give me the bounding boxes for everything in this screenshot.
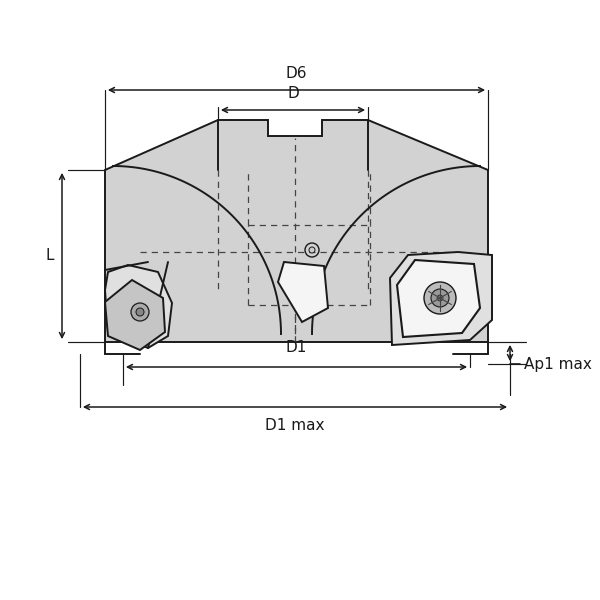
- Circle shape: [424, 282, 456, 314]
- Text: D1: D1: [286, 340, 307, 355]
- Circle shape: [431, 289, 449, 307]
- Text: L: L: [46, 248, 54, 263]
- Circle shape: [437, 295, 443, 301]
- Polygon shape: [397, 260, 480, 337]
- Circle shape: [309, 247, 315, 253]
- Circle shape: [136, 308, 144, 316]
- Text: D: D: [287, 86, 299, 101]
- Text: D1 max: D1 max: [265, 418, 325, 433]
- Circle shape: [131, 303, 149, 321]
- Polygon shape: [105, 265, 172, 348]
- Polygon shape: [105, 120, 488, 342]
- Text: D6: D6: [286, 66, 307, 81]
- Polygon shape: [390, 252, 492, 345]
- Polygon shape: [278, 262, 328, 322]
- Polygon shape: [105, 280, 165, 350]
- Text: Ap1 max: Ap1 max: [524, 358, 592, 373]
